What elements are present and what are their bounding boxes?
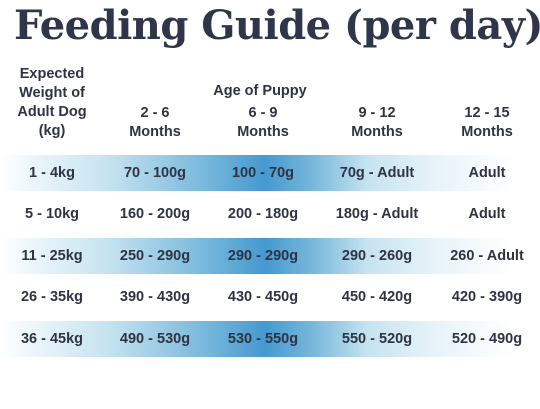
amount-cell: 520 - 490g <box>451 331 523 347</box>
amount-cell: 390 - 430g <box>119 289 191 305</box>
weight-header-line: Weight of <box>19 85 85 101</box>
amount-cell: 530 - 550g <box>227 331 299 347</box>
amount-cell: 180g - Adult <box>335 206 419 222</box>
column-header-range: 2 - 6 <box>140 105 170 121</box>
weight-cell: 26 - 35kg <box>20 289 84 305</box>
amount-cell: 200 - 180g <box>227 206 299 222</box>
amount-cell: 550 - 520g <box>341 331 413 347</box>
column-header-range: 6 - 9 <box>248 105 278 121</box>
age-group-header: Age of Puppy <box>213 83 307 99</box>
table-row-band <box>0 238 540 274</box>
column-header-unit: Months <box>351 124 403 140</box>
column-header-range: 9 - 12 <box>358 105 396 121</box>
amount-cell: 100 - 70g <box>231 165 295 181</box>
column-header-range: 12 - 15 <box>464 105 510 121</box>
weight-cell: 11 - 25kg <box>21 248 83 264</box>
weight-cell: 36 - 45kg <box>20 331 84 347</box>
column-header-12-15-months: 12 - 15 Months <box>437 104 537 142</box>
column-header-9-12-months: 9 - 12 Months <box>322 104 432 142</box>
amount-cell: 290 - 260g <box>341 248 413 264</box>
column-header-2-6-months: 2 - 6 Months <box>105 104 205 142</box>
weight-header-line: Adult Dog <box>17 104 87 120</box>
weight-header-line: (kg) <box>38 123 66 139</box>
amount-cell: 430 - 450g <box>227 289 299 305</box>
amount-cell: 290 - 290g <box>227 248 299 264</box>
amount-cell: 450 - 420g <box>341 289 413 305</box>
amount-cell: 160 - 200g <box>119 206 191 222</box>
weight-column-header: Expected Weight of Adult Dog (kg) <box>2 65 102 141</box>
column-header-unit: Months <box>237 124 289 140</box>
weight-cell: 5 - 10kg <box>25 206 79 222</box>
amount-cell: 70g - Adult <box>339 165 415 181</box>
weight-cell: 1 - 4kg <box>29 165 75 181</box>
table-row-band <box>0 321 540 357</box>
amount-cell: 420 - 390g <box>451 289 523 305</box>
column-header-unit: Months <box>461 124 513 140</box>
amount-cell: 70 - 100g <box>123 165 187 181</box>
amount-cell: 490 - 530g <box>119 331 191 347</box>
page-title: Feeding Guide (per day): <box>14 2 540 49</box>
amount-cell: 250 - 290g <box>119 248 191 264</box>
amount-cell: 260 - Adult <box>450 248 524 264</box>
column-header-6-9-months: 6 - 9 Months <box>213 104 313 142</box>
amount-cell: Adult <box>468 165 506 181</box>
table-row-band <box>0 155 540 191</box>
column-header-unit: Months <box>129 124 181 140</box>
weight-header-line: Expected <box>19 66 85 82</box>
amount-cell: Adult <box>468 206 506 222</box>
